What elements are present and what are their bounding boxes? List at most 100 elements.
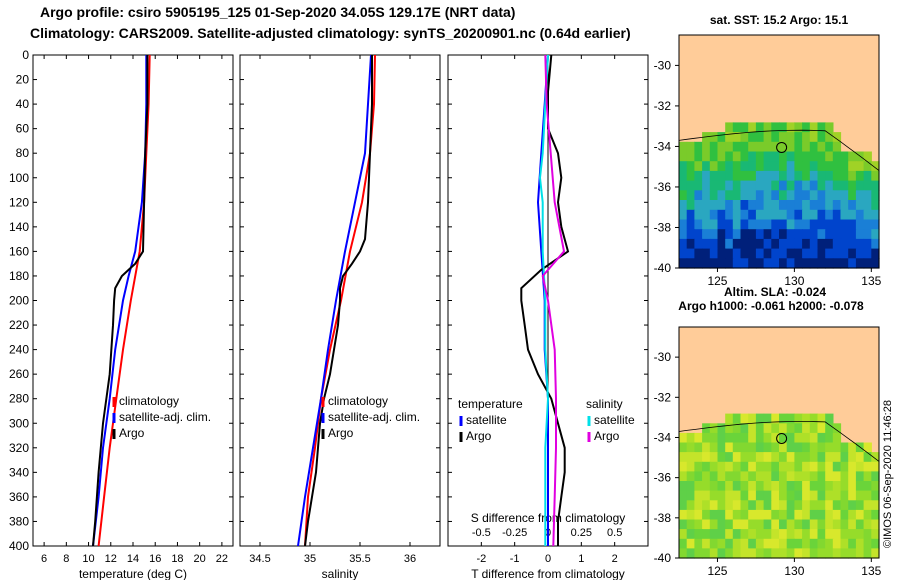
ocean-cell [763, 258, 772, 269]
ocean-cell [871, 209, 880, 221]
ocean-cell [748, 529, 757, 540]
ocean-cell [702, 500, 711, 511]
ocean-cell [825, 229, 834, 240]
ocean-cell [817, 151, 826, 162]
ocean-cell [771, 180, 780, 191]
y-tick-label: 240 [9, 343, 29, 357]
ocean-cell [794, 200, 803, 211]
ocean-cell [825, 519, 834, 530]
ocean-cell [763, 538, 772, 549]
ocean-cell [848, 219, 857, 230]
ocean-cell [679, 229, 688, 240]
ocean-cell [794, 500, 803, 511]
ocean-cell [763, 229, 772, 240]
ocean-cell [755, 229, 765, 240]
ocean-cell [809, 490, 819, 501]
ocean-cell [755, 423, 765, 434]
ocean-cell [763, 548, 772, 559]
ocean-cell [709, 209, 719, 221]
ocean-cell [809, 238, 819, 250]
ocean-cell [802, 200, 811, 211]
ocean-cell [732, 452, 742, 463]
ocean-cell [855, 500, 865, 511]
ocean-cell [679, 442, 688, 453]
ocean-cell [855, 258, 865, 269]
ocean-cell [763, 423, 772, 434]
ocean-cell [763, 509, 772, 521]
ocean-cell [802, 529, 811, 540]
ocean-cell [709, 248, 719, 259]
ocean-cell [794, 132, 803, 143]
ocean-cell [871, 258, 880, 269]
ocean-cell [840, 248, 849, 259]
ocean-cell [871, 229, 880, 240]
ocean-cell [755, 490, 765, 501]
ocean-cell [817, 180, 826, 191]
ocean-cell [786, 190, 795, 201]
ocean-cell [863, 190, 872, 201]
ocean-cell [809, 413, 819, 424]
ocean-cell [863, 548, 872, 559]
ocean-cell [748, 413, 757, 424]
ocean-cell [771, 170, 780, 182]
ocean-cell [786, 481, 795, 492]
ocean-cell [740, 461, 749, 472]
ocean-cell [740, 538, 749, 549]
ocean-cell [786, 161, 795, 172]
ocean-cell [763, 500, 772, 511]
ocean-cell [832, 519, 842, 530]
float-position-marker [776, 432, 788, 444]
y-tick-label: 60 [16, 122, 30, 136]
ocean-cell [740, 509, 749, 521]
ocean-cell [855, 471, 865, 482]
ocean-cell [863, 248, 872, 259]
ocean-cell [779, 538, 788, 549]
ocean-cell [809, 190, 819, 201]
ocean-cell [717, 500, 726, 511]
ocean-cell [817, 452, 826, 463]
ocean-cell [809, 509, 819, 521]
ocean-cell [725, 442, 734, 453]
ocean-cell [786, 229, 795, 240]
ocean-cell [686, 509, 695, 521]
ocean-cell [832, 471, 842, 482]
ocean-cell [863, 452, 872, 463]
ocean-cell [825, 432, 834, 444]
ocean-cell [748, 209, 757, 221]
ocean-cell [709, 219, 719, 230]
ocean-cell [748, 538, 757, 549]
ocean-cell [748, 248, 757, 259]
ocean-cell [755, 548, 765, 559]
ocean-cell [755, 248, 765, 259]
ocean-cell [832, 258, 842, 269]
ocean-cell [817, 248, 826, 259]
ocean-cell [755, 529, 765, 540]
y-tick-label: 340 [9, 465, 29, 479]
ocean-cell [763, 170, 772, 182]
ocean-cell [755, 413, 765, 424]
ocean-cell [755, 461, 765, 472]
ocean-cell [740, 423, 749, 434]
ocean-cell [825, 161, 834, 172]
ocean-cell [679, 209, 688, 221]
ocean-cell [786, 490, 795, 501]
ocean-cell [771, 248, 780, 259]
series-line-argo [304, 55, 373, 547]
map-x-tick-label: 135 [861, 564, 881, 578]
ocean-cell [871, 490, 880, 501]
ocean-cell [802, 180, 811, 191]
ocean-cell [763, 132, 772, 143]
ocean-cell [802, 413, 811, 424]
ocean-cell [725, 248, 734, 259]
ocean-cell [748, 132, 757, 143]
ocean-cell [763, 141, 772, 153]
ocean-cell [832, 190, 842, 201]
ocean-cell [763, 209, 772, 221]
ocean-cell [709, 538, 719, 549]
ocean-cell [702, 452, 711, 463]
ocean-cell [717, 538, 726, 549]
ocean-cell [732, 141, 742, 153]
ocean-cell [771, 432, 780, 444]
y-tick-label: 20 [16, 73, 30, 87]
ocean-cell [725, 490, 734, 501]
